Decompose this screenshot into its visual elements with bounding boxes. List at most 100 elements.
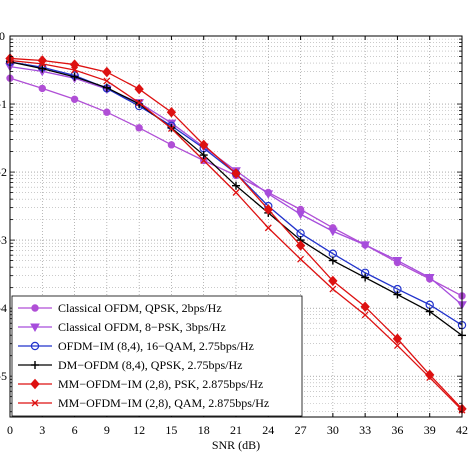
- y-tick-label: -3: [0, 233, 7, 247]
- data-point: [231, 168, 241, 179]
- data-point: [102, 66, 112, 78]
- data-point: [425, 307, 434, 316]
- data-point: [361, 311, 369, 319]
- data-point: [426, 374, 434, 381]
- data-point: [134, 83, 144, 95]
- legend: Classical OFDM, QPSK, 2bps/Hz Classical O…: [11, 295, 303, 417]
- legend-entry: MM−OFDM−IM (2,8), QAM, 2.875bps/Hz: [18, 396, 269, 410]
- data-point-stroke: [103, 77, 111, 85]
- data-point-stroke: [426, 374, 434, 381]
- series-layer: [5, 53, 467, 415]
- x-tick-label: 33: [359, 423, 371, 437]
- x-tick-label: 0: [7, 423, 13, 437]
- data-point: [392, 333, 403, 345]
- legend-entry: Classical OFDM, QPSK, 2bps/Hz: [18, 301, 222, 315]
- x-tick-label: 30: [327, 423, 339, 437]
- data-point-stroke: [31, 399, 39, 407]
- data-point: [31, 304, 39, 312]
- data-point: [103, 77, 111, 85]
- data-point: [297, 255, 305, 263]
- y-tick-label: -2: [0, 165, 7, 179]
- data-point-stroke: [232, 189, 240, 196]
- data-point: [102, 83, 111, 92]
- data-point: [31, 399, 39, 407]
- data-point: [38, 64, 47, 73]
- data-point: [69, 59, 80, 70]
- data-point: [166, 106, 177, 118]
- data-point: [393, 342, 401, 350]
- x-tick-label: 42: [456, 423, 468, 437]
- x-tick-label: 12: [133, 423, 145, 437]
- data-point: [264, 224, 272, 232]
- data-point: [232, 181, 240, 190]
- legend-entry: DM−OFDM (8,4), QPSK, 2.75bps/Hz: [18, 358, 242, 372]
- x-tick-label: 24: [262, 423, 274, 437]
- data-point: [166, 119, 177, 129]
- data-point: [327, 227, 338, 237]
- x-tick-label: 21: [230, 423, 242, 437]
- legend-entry: Classical OFDM, 8−PSK, 3bps/Hz: [18, 320, 226, 334]
- legend-entry: OFDM−IM (8,4), 16−QAM, 2.75bps/Hz: [18, 339, 254, 353]
- data-point: [329, 285, 337, 293]
- data-point: [30, 323, 40, 333]
- data-point: [424, 274, 435, 283]
- data-point: [360, 241, 371, 250]
- data-point: [70, 95, 79, 103]
- y-tick-label: -5: [0, 369, 7, 383]
- data-point: [361, 273, 370, 282]
- data-point: [103, 108, 111, 116]
- data-point: [167, 141, 176, 149]
- data-point: [199, 151, 208, 160]
- data-point: [263, 204, 273, 215]
- data-point: [70, 72, 79, 81]
- x-tick-label: 27: [295, 423, 307, 437]
- data-point-stroke: [38, 60, 46, 68]
- data-point-stroke: [297, 255, 305, 263]
- data-point: [200, 157, 208, 164]
- legend-label: DM−OFDM (8,4), QPSK, 2.75bps/Hz: [58, 358, 242, 372]
- data-point: [135, 99, 143, 107]
- data-point: [30, 341, 40, 351]
- data-point: [38, 84, 46, 93]
- data-point: [295, 240, 306, 251]
- x-tick-label: 36: [391, 423, 403, 437]
- x-tick-label: 3: [39, 423, 45, 437]
- data-point: [232, 189, 240, 196]
- data-point-stroke: [393, 342, 401, 350]
- data-point: [31, 361, 39, 369]
- legend-entry: MM−OFDM−IM (2,8), PSK, 2.875bps/Hz: [18, 377, 263, 391]
- x-axis-label: SNR (dB): [212, 438, 260, 452]
- legend-box: [11, 295, 303, 417]
- x-tick-label: 18: [198, 423, 210, 437]
- y-tick-label: -1: [0, 97, 7, 111]
- data-point: [135, 124, 143, 132]
- series-5: [5, 53, 467, 415]
- data-point-stroke: [71, 66, 79, 74]
- y-tick-label: -4: [0, 301, 7, 315]
- legend-label: MM−OFDM−IM (2,8), PSK, 2.875bps/Hz: [58, 377, 263, 391]
- data-point: [71, 66, 79, 74]
- data-point: [263, 190, 274, 199]
- data-point: [393, 290, 402, 299]
- data-point-stroke: [167, 125, 175, 132]
- legend-label: Classical OFDM, 8−PSK, 3bps/Hz: [58, 320, 226, 334]
- data-point: [360, 301, 370, 313]
- data-point: [199, 139, 209, 151]
- data-point-stroke: [264, 224, 272, 232]
- data-point: [425, 369, 435, 381]
- data-point-stroke: [329, 285, 337, 293]
- data-point: [295, 210, 306, 220]
- x-tick-label: 39: [424, 423, 436, 437]
- data-point: [328, 256, 337, 265]
- data-point: [30, 378, 40, 390]
- legend-label: Classical OFDM, QPSK, 2bps/Hz: [58, 301, 222, 315]
- x-tick-label: 9: [104, 423, 110, 437]
- data-point: [167, 125, 175, 132]
- x-tick-label: 6: [72, 423, 78, 437]
- x-tick-label: 15: [165, 423, 177, 437]
- legend-label: MM−OFDM−IM (2,8), QAM, 2.875bps/Hz: [58, 396, 269, 410]
- data-point-stroke: [361, 311, 369, 319]
- data-point: [38, 60, 46, 68]
- data-point-stroke: [135, 99, 143, 107]
